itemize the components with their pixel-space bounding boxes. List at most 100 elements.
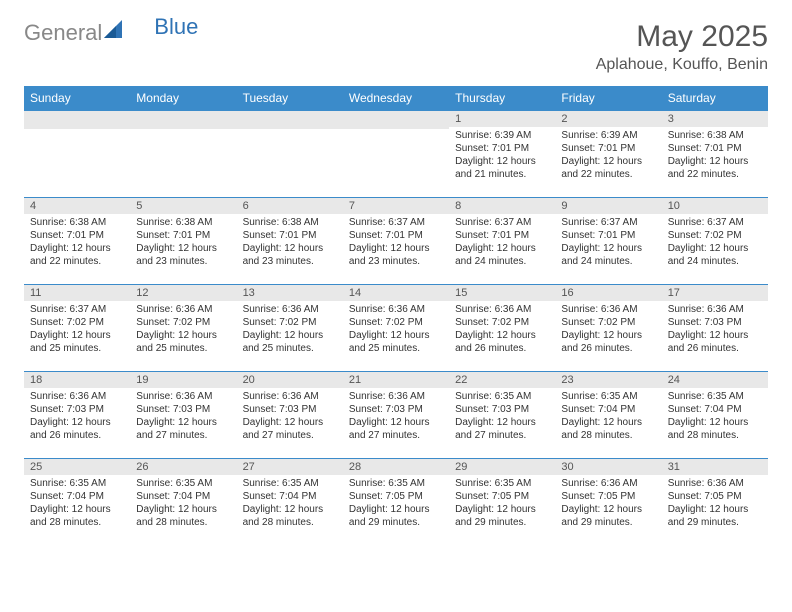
day-cell: 13Sunrise: 6:36 AMSunset: 7:02 PMDayligh… [237,285,343,372]
sunset-text: Sunset: 7:03 PM [455,403,549,416]
sunset-text: Sunset: 7:01 PM [455,229,549,242]
day-detail: Sunrise: 6:38 AMSunset: 7:01 PMDaylight:… [130,214,236,272]
day-detail: Sunrise: 6:35 AMSunset: 7:04 PMDaylight:… [237,475,343,533]
logo-sail-icon [104,20,126,46]
daylight-text: Daylight: 12 hours and 25 minutes. [349,329,443,355]
daylight-text: Daylight: 12 hours and 25 minutes. [243,329,337,355]
day-number [343,111,449,129]
daylight-text: Daylight: 12 hours and 27 minutes. [136,416,230,442]
daylight-text: Daylight: 12 hours and 28 minutes. [136,503,230,529]
day-cell: 10Sunrise: 6:37 AMSunset: 7:02 PMDayligh… [662,198,768,285]
day-number: 10 [662,198,768,214]
day-detail: Sunrise: 6:35 AMSunset: 7:03 PMDaylight:… [449,388,555,446]
day-detail: Sunrise: 6:35 AMSunset: 7:04 PMDaylight:… [555,388,661,446]
day-number: 22 [449,372,555,388]
daylight-text: Daylight: 12 hours and 29 minutes. [349,503,443,529]
day-cell: 18Sunrise: 6:36 AMSunset: 7:03 PMDayligh… [24,372,130,459]
sunrise-text: Sunrise: 6:37 AM [30,303,124,316]
sunrise-text: Sunrise: 6:36 AM [136,390,230,403]
day-detail: Sunrise: 6:38 AMSunset: 7:01 PMDaylight:… [24,214,130,272]
week-row: 25Sunrise: 6:35 AMSunset: 7:04 PMDayligh… [24,459,768,546]
week-row: 18Sunrise: 6:36 AMSunset: 7:03 PMDayligh… [24,372,768,459]
sunset-text: Sunset: 7:02 PM [349,316,443,329]
sunset-text: Sunset: 7:01 PM [455,142,549,155]
day-cell: 3Sunrise: 6:38 AMSunset: 7:01 PMDaylight… [662,111,768,198]
day-detail: Sunrise: 6:35 AMSunset: 7:04 PMDaylight:… [662,388,768,446]
day-cell: 2Sunrise: 6:39 AMSunset: 7:01 PMDaylight… [555,111,661,198]
calendar-head: Sunday Monday Tuesday Wednesday Thursday… [24,86,768,111]
sunrise-text: Sunrise: 6:37 AM [561,216,655,229]
day-cell: 20Sunrise: 6:36 AMSunset: 7:03 PMDayligh… [237,372,343,459]
calendar-page: General Blue May 2025 Aplahoue, Kouffo, … [0,0,792,565]
sunrise-text: Sunrise: 6:35 AM [455,477,549,490]
day-detail: Sunrise: 6:38 AMSunset: 7:01 PMDaylight:… [662,127,768,185]
daylight-text: Daylight: 12 hours and 26 minutes. [30,416,124,442]
day-detail: Sunrise: 6:36 AMSunset: 7:03 PMDaylight:… [24,388,130,446]
sunset-text: Sunset: 7:04 PM [30,490,124,503]
week-row: 4Sunrise: 6:38 AMSunset: 7:01 PMDaylight… [24,198,768,285]
sunset-text: Sunset: 7:01 PM [668,142,762,155]
sunset-text: Sunset: 7:03 PM [349,403,443,416]
day-cell: 11Sunrise: 6:37 AMSunset: 7:02 PMDayligh… [24,285,130,372]
day-cell: 22Sunrise: 6:35 AMSunset: 7:03 PMDayligh… [449,372,555,459]
day-cell: 17Sunrise: 6:36 AMSunset: 7:03 PMDayligh… [662,285,768,372]
day-cell: 5Sunrise: 6:38 AMSunset: 7:01 PMDaylight… [130,198,236,285]
day-number: 26 [130,459,236,475]
day-detail: Sunrise: 6:35 AMSunset: 7:04 PMDaylight:… [24,475,130,533]
daylight-text: Daylight: 12 hours and 28 minutes. [30,503,124,529]
day-number: 19 [130,372,236,388]
daylight-text: Daylight: 12 hours and 24 minutes. [561,242,655,268]
sunset-text: Sunset: 7:01 PM [349,229,443,242]
sunrise-text: Sunrise: 6:36 AM [136,303,230,316]
sunset-text: Sunset: 7:04 PM [243,490,337,503]
weekday-mon: Monday [130,86,236,111]
sunset-text: Sunset: 7:03 PM [136,403,230,416]
day-number: 17 [662,285,768,301]
day-detail: Sunrise: 6:36 AMSunset: 7:05 PMDaylight:… [662,475,768,533]
sunset-text: Sunset: 7:02 PM [561,316,655,329]
day-cell: 14Sunrise: 6:36 AMSunset: 7:02 PMDayligh… [343,285,449,372]
day-number [237,111,343,129]
day-cell: 23Sunrise: 6:35 AMSunset: 7:04 PMDayligh… [555,372,661,459]
day-number: 31 [662,459,768,475]
sunrise-text: Sunrise: 6:36 AM [455,303,549,316]
sunset-text: Sunset: 7:01 PM [243,229,337,242]
daylight-text: Daylight: 12 hours and 23 minutes. [243,242,337,268]
day-cell: 15Sunrise: 6:36 AMSunset: 7:02 PMDayligh… [449,285,555,372]
sunset-text: Sunset: 7:01 PM [561,142,655,155]
day-detail: Sunrise: 6:37 AMSunset: 7:01 PMDaylight:… [555,214,661,272]
day-cell [24,111,130,198]
sunset-text: Sunset: 7:05 PM [668,490,762,503]
daylight-text: Daylight: 12 hours and 26 minutes. [561,329,655,355]
header: General Blue May 2025 Aplahoue, Kouffo, … [24,20,768,74]
daylight-text: Daylight: 12 hours and 27 minutes. [243,416,337,442]
day-cell: 27Sunrise: 6:35 AMSunset: 7:04 PMDayligh… [237,459,343,546]
daylight-text: Daylight: 12 hours and 28 minutes. [668,416,762,442]
sunrise-text: Sunrise: 6:37 AM [455,216,549,229]
daylight-text: Daylight: 12 hours and 28 minutes. [243,503,337,529]
day-cell: 12Sunrise: 6:36 AMSunset: 7:02 PMDayligh… [130,285,236,372]
week-row: 11Sunrise: 6:37 AMSunset: 7:02 PMDayligh… [24,285,768,372]
daylight-text: Daylight: 12 hours and 25 minutes. [30,329,124,355]
sunrise-text: Sunrise: 6:38 AM [136,216,230,229]
day-cell: 21Sunrise: 6:36 AMSunset: 7:03 PMDayligh… [343,372,449,459]
sunrise-text: Sunrise: 6:35 AM [668,390,762,403]
day-detail: Sunrise: 6:37 AMSunset: 7:01 PMDaylight:… [343,214,449,272]
day-detail: Sunrise: 6:36 AMSunset: 7:02 PMDaylight:… [237,301,343,359]
day-number: 4 [24,198,130,214]
logo-text-2: Blue [154,14,198,40]
day-cell: 29Sunrise: 6:35 AMSunset: 7:05 PMDayligh… [449,459,555,546]
sunrise-text: Sunrise: 6:37 AM [349,216,443,229]
daylight-text: Daylight: 12 hours and 29 minutes. [668,503,762,529]
location: Aplahoue, Kouffo, Benin [596,56,768,74]
sunrise-text: Sunrise: 6:36 AM [243,390,337,403]
sunset-text: Sunset: 7:02 PM [668,229,762,242]
sunrise-text: Sunrise: 6:38 AM [668,129,762,142]
weekday-thu: Thursday [449,86,555,111]
day-cell: 9Sunrise: 6:37 AMSunset: 7:01 PMDaylight… [555,198,661,285]
daylight-text: Daylight: 12 hours and 26 minutes. [668,329,762,355]
weekday-row: Sunday Monday Tuesday Wednesday Thursday… [24,86,768,111]
day-number: 6 [237,198,343,214]
day-number: 13 [237,285,343,301]
daylight-text: Daylight: 12 hours and 23 minutes. [136,242,230,268]
